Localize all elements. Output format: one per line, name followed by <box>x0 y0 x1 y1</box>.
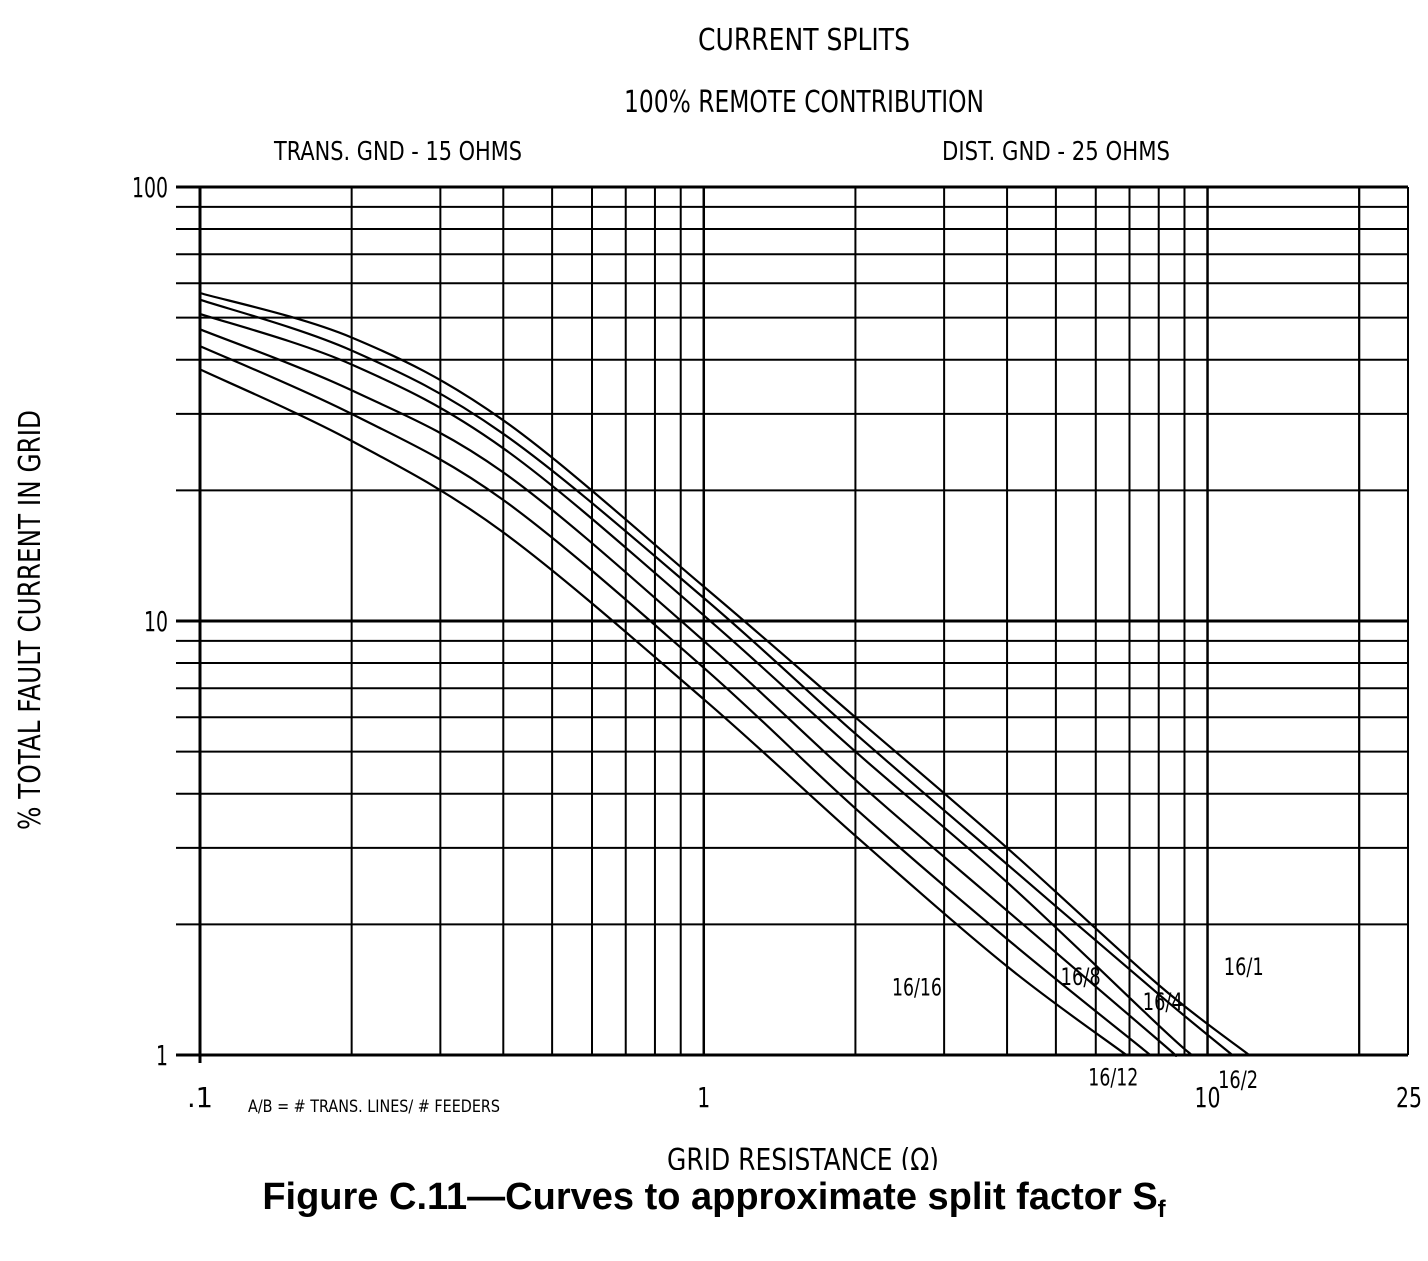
curve-label-16-2: 16/2 <box>1218 1066 1258 1094</box>
series-curves <box>199 291 1250 1057</box>
y-grid-lines <box>176 185 1408 1057</box>
series-line-16-16 <box>199 368 1127 1056</box>
caption-text: Figure C.11—Curves to approximate split … <box>262 1176 1158 1218</box>
series-line-16-2 <box>199 298 1234 1056</box>
series-line-16-8 <box>199 328 1178 1057</box>
curve-label-16-4: 16/4 <box>1143 988 1183 1016</box>
curve-label-16-8: 16/8 <box>1061 963 1101 991</box>
y-axis-label: % TOTAL FAULT CURRENT IN GRID <box>13 410 48 830</box>
x-tick-label: 25 <box>1396 1081 1422 1114</box>
chart-title: CURRENT SPLITS <box>698 23 910 58</box>
x-tick-label: .1 <box>187 1081 213 1114</box>
y-tick-label: 10 <box>144 605 168 638</box>
legend-note: A/B = # TRANS. LINES/ # FEEDERS <box>248 1097 500 1117</box>
series-line-16-12 <box>199 345 1151 1056</box>
tick-labels: .1 1 10 25 1 10 100 <box>132 171 1422 1114</box>
left-note: TRANS. GND - 15 OHMS <box>273 137 522 167</box>
series-line-16-4 <box>199 312 1193 1056</box>
x-axis-label: GRID RESISTANCE (Ω) <box>667 1143 939 1170</box>
plot-frame <box>176 187 1408 1063</box>
curve-label-16-1: 16/1 <box>1224 953 1264 981</box>
x-tick-label: 10 <box>1195 1081 1221 1114</box>
caption-subscript: f <box>1157 1196 1166 1223</box>
figure-caption: Figure C.11—Curves to approximate split … <box>0 1176 1428 1224</box>
series-line-16-1 <box>199 291 1250 1056</box>
y-tick-label: 1 <box>156 1039 168 1072</box>
x-tick-label: 1 <box>697 1081 710 1114</box>
curve-label-16-12: 16/12 <box>1088 1064 1138 1092</box>
split-factor-chart: 16/16 16/8 16/4 16/1 16/12 16/2 .1 1 10 25 1 10 100… <box>13 23 1422 1170</box>
y-tick-label: 100 <box>132 171 168 204</box>
chart-subtitle: 100% REMOTE CONTRIBUTION <box>624 85 984 120</box>
curve-labels: 16/16 16/8 16/4 16/1 16/12 16/2 <box>892 953 1264 1094</box>
right-note: DIST. GND - 25 OHMS <box>942 137 1170 167</box>
curve-label-16-16: 16/16 <box>892 974 942 1002</box>
